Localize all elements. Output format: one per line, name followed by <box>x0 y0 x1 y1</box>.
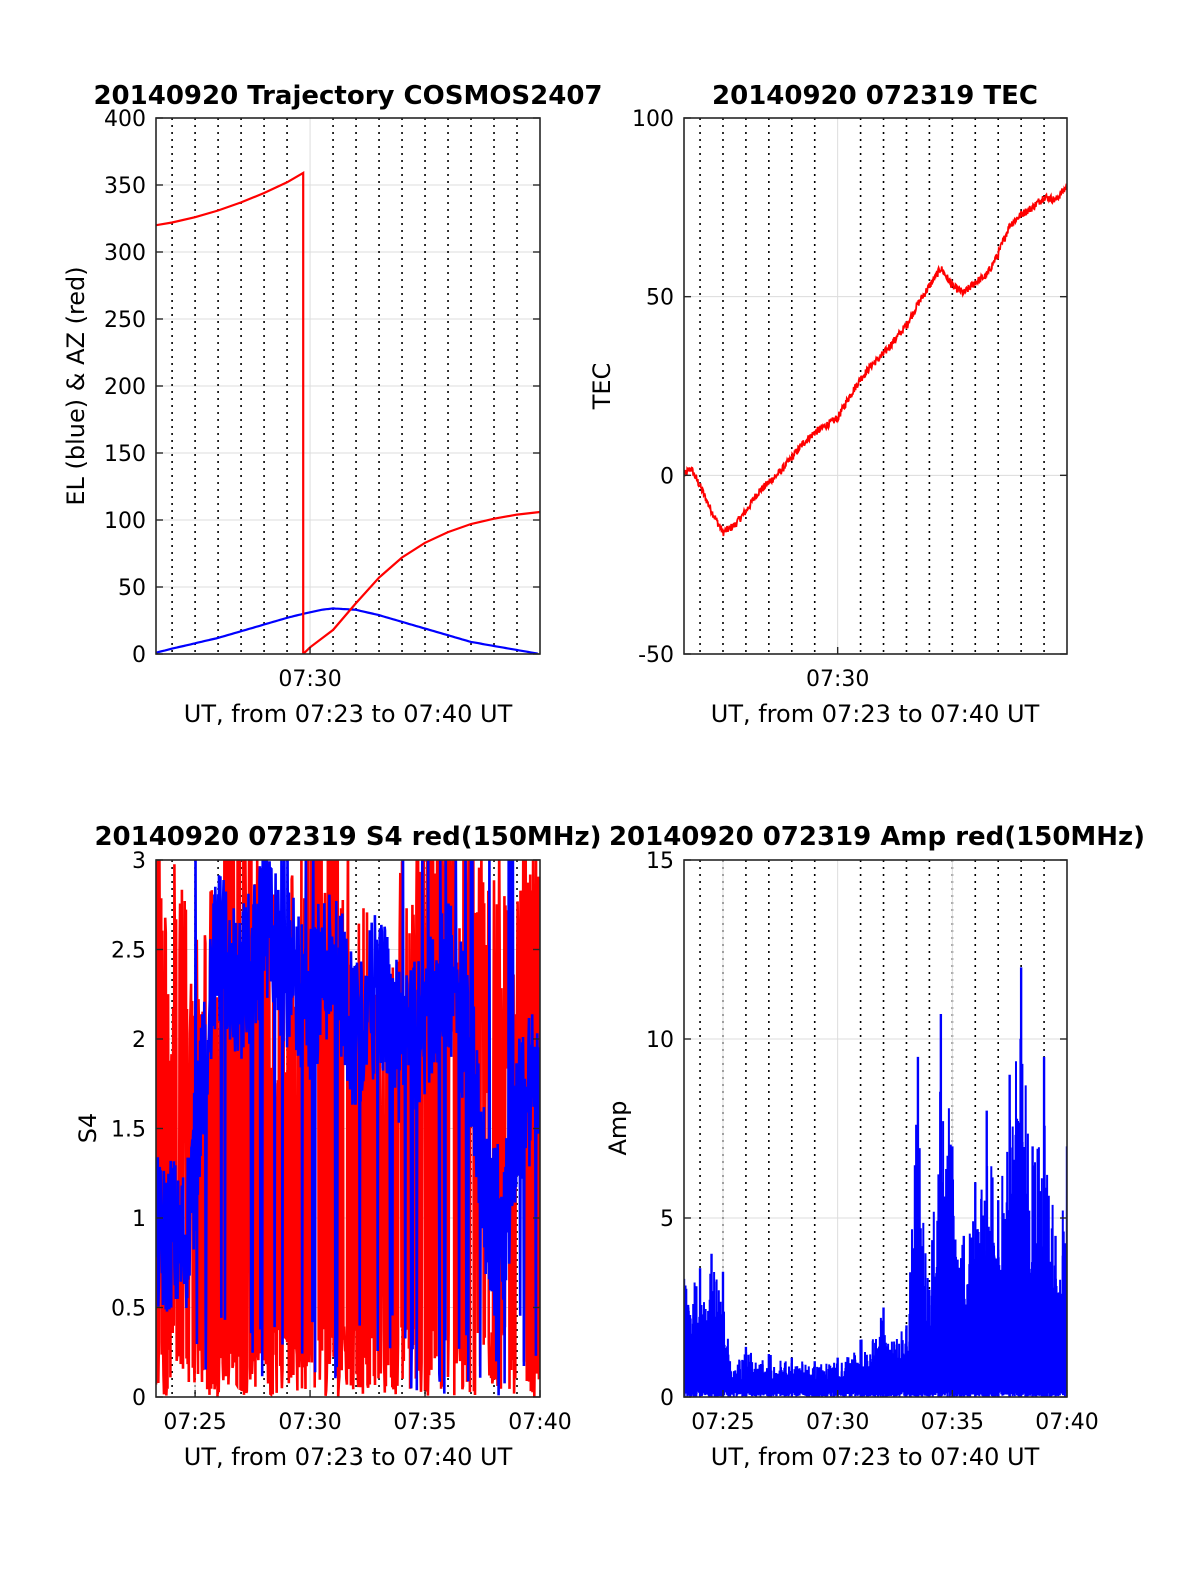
tec-axes-box <box>683 117 1068 655</box>
s4-ytick-label: 2.5 <box>111 939 146 964</box>
tec-xtick-label: 07:30 <box>806 667 869 692</box>
amp-axes-box <box>683 859 1068 1398</box>
amp-line <box>684 1038 1067 1397</box>
tec-title: 20140920 072319 TEC <box>712 81 1038 111</box>
tec-panel: -50 0 50 100 07:30 20140920 072319 TEC UT, fro… <box>588 81 1068 728</box>
trajectory-ylabel: EL (blue) & AZ (red) <box>62 266 90 505</box>
trajectory-ytick-label: 350 <box>104 174 146 199</box>
amp-xlabel: UT, from 07:23 to 07:40 UT <box>711 1443 1040 1471</box>
tec-ytick-label: -50 <box>638 643 674 668</box>
s4-blue-line <box>156 860 540 1396</box>
s4-xtick-label: 07:25 <box>163 1410 226 1435</box>
amp-xtick-label: 07:30 <box>806 1410 869 1435</box>
trajectory-el-line <box>156 607 538 654</box>
trajectory-az-line <box>156 170 540 654</box>
tec-ytick-label: 100 <box>632 107 674 132</box>
s4-ylabel: S4 <box>74 1113 102 1144</box>
s4-xtick-label: 07:40 <box>508 1410 571 1435</box>
tec-line <box>684 183 1067 537</box>
tec-xlabel: UT, from 07:23 to 07:40 UT <box>711 700 1040 728</box>
amp-xtick-label: 07:40 <box>1035 1410 1098 1435</box>
s4-title: 20140920 072319 S4 red(150MHz) <box>94 822 601 852</box>
trajectory-xtick-label: 07:30 <box>278 667 341 692</box>
s4-xtick-label: 07:35 <box>393 1410 456 1435</box>
s4-xlabel: UT, from 07:23 to 07:40 UT <box>184 1443 513 1471</box>
s4-panel: 0 0.5 1 1.5 2 2.5 3 07:25 07:30 07:35 07:40 2014092… <box>74 822 602 1471</box>
s4-ytick-label: 1 <box>132 1207 146 1232</box>
trajectory-panel: 0 50 100 150 200 250 300 350 400 07:30 20140920 Tr… <box>62 81 603 728</box>
trajectory-ytick-label: 300 <box>104 241 146 266</box>
s4-ytick-label: 2 <box>132 1028 146 1053</box>
trajectory-ytick-label: 0 <box>132 643 146 668</box>
amp-xtick-label: 07:25 <box>691 1410 754 1435</box>
amp-ytick-label: 5 <box>660 1207 674 1232</box>
trajectory-title: 20140920 Trajectory COSMOS2407 <box>93 81 602 111</box>
amp-panel: 0 5 10 15 07:25 07:30 07:35 07:40 20140920 07231… <box>604 822 1145 1471</box>
trajectory-ytick-label: 250 <box>104 308 146 333</box>
s4-xtick-label: 07:30 <box>278 1410 341 1435</box>
amp-title: 20140920 072319 Amp red(150MHz) <box>609 822 1145 852</box>
s4-ytick-label: 3 <box>132 849 146 874</box>
s4-ytick-label: 0 <box>132 1386 146 1411</box>
trajectory-xlabel: UT, from 07:23 to 07:40 UT <box>184 700 513 728</box>
tec-ylabel: TEC <box>588 363 616 411</box>
amp-ytick-label: 15 <box>646 849 674 874</box>
amp-xtick-label: 07:35 <box>921 1410 984 1435</box>
amp-ytick-label: 0 <box>660 1386 674 1411</box>
tec-ytick-label: 50 <box>646 286 674 311</box>
amp-ytick-label: 10 <box>646 1028 674 1053</box>
trajectory-ytick-label: 100 <box>104 509 146 534</box>
tec-ytick-label: 0 <box>660 464 674 489</box>
s4-ytick-label: 0.5 <box>111 1297 146 1322</box>
s4-ytick-label: 1.5 <box>111 1118 146 1143</box>
amp-ylabel: Amp <box>604 1100 632 1155</box>
trajectory-ytick-label: 400 <box>104 107 146 132</box>
trajectory-ytick-label: 150 <box>104 442 146 467</box>
trajectory-ytick-label: 50 <box>118 576 146 601</box>
trajectory-ytick-label: 200 <box>104 375 146 400</box>
